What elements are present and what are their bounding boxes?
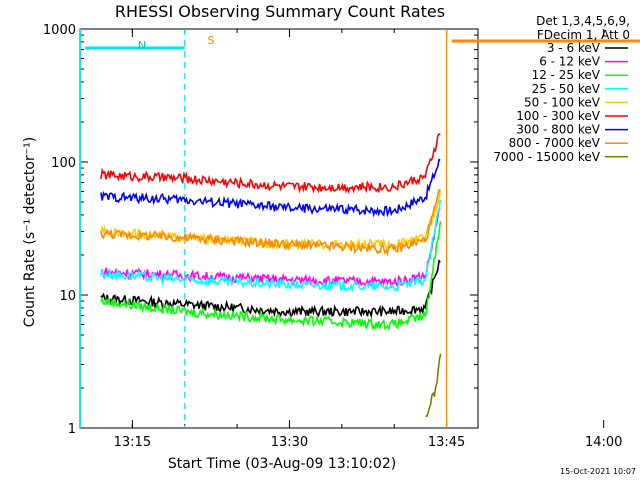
series-line-7	[100, 188, 441, 257]
plot-area: 110100100013:1513:3013:4514:0014:1514:30…	[43, 23, 640, 450]
chart-title: RHESSI Observing Summary Count Rates	[115, 2, 445, 21]
series-line-2	[100, 221, 442, 331]
legend-label: 100 - 300 keV	[516, 109, 600, 123]
legend-label: 3 - 6 keV	[547, 41, 601, 55]
plot-frame	[79, 28, 479, 429]
legend-label: 300 - 800 keV	[516, 123, 600, 137]
legend-label: 800 - 7000 keV	[509, 136, 601, 150]
legend-label: 6 - 12 keV	[539, 55, 601, 69]
y-tick-label: 10	[59, 289, 76, 304]
x-tick-label: 13:45	[428, 435, 465, 450]
series-line-0	[100, 259, 441, 319]
render-timestamp: 15-Oct-2021 10:07	[560, 467, 636, 476]
x-tick-label: 14:00	[585, 435, 622, 450]
legend-header-line-1: Det 1,3,4,5,6,9,	[536, 14, 630, 28]
legend-label: 12 - 25 keV	[532, 68, 601, 82]
legend-label: 25 - 50 keV	[532, 82, 601, 96]
series-line-5	[100, 133, 441, 194]
series-line-8	[425, 353, 442, 418]
y-tick-label: 100	[51, 156, 76, 171]
y-axis-label: Count Rate (s⁻¹ detector⁻¹)	[22, 137, 38, 327]
legend-header-line-2: FDecim 1, Att 0	[537, 28, 630, 42]
series-line-6	[100, 158, 441, 218]
y-tick-label: 1000	[43, 23, 76, 38]
series-line-1	[100, 207, 441, 290]
night-marker-label: N	[138, 39, 146, 52]
saa-marker-label: S	[208, 34, 215, 47]
legend-label: 50 - 100 keV	[524, 95, 601, 109]
legend-label: 7000 - 15000 keV	[493, 150, 600, 164]
x-axis-label: Start Time (03-Aug-09 13:10:02)	[168, 456, 396, 472]
x-tick-label: 13:30	[271, 435, 308, 450]
x-tick-label: 13:15	[114, 435, 151, 450]
series-line-3	[100, 199, 442, 293]
y-tick-label: 1	[68, 422, 76, 437]
